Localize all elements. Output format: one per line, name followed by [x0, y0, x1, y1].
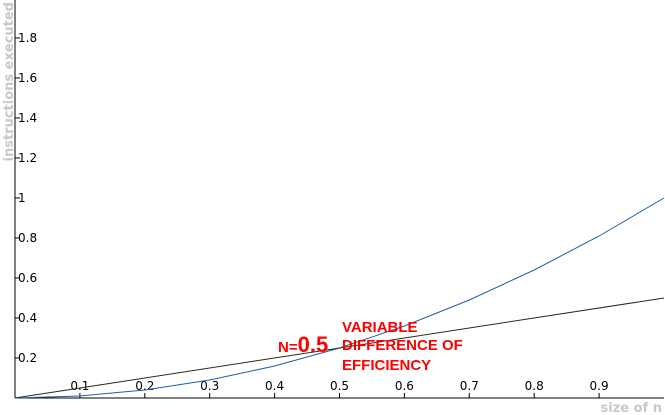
y-tick-label: 1	[18, 191, 26, 205]
annotation-n-value: 0.5	[298, 332, 329, 357]
svg-text:N=0.5: N=0.5	[278, 332, 328, 357]
x-tick-label: 0.7	[460, 379, 479, 393]
y-tick-label: 0.6	[18, 271, 37, 285]
x-tick-label: 0.9	[590, 379, 609, 393]
x-tick-label: 0.4	[265, 379, 284, 393]
series-lines	[14, 197, 665, 399]
y-axis-title: instructions executed	[2, 2, 17, 161]
x-tick-label: 0.8	[525, 379, 544, 393]
x-tick-label: 0.1	[70, 379, 89, 393]
y-tick-label: 1.6	[18, 71, 37, 85]
annotation-line-1: VARIABLE	[342, 319, 418, 336]
y-tick-label: 1.8	[18, 31, 37, 45]
y-ticks: 0.2 0.4 0.6 0.8 1 1.2 1.4 1.6 1.8	[15, 31, 37, 365]
x-tick-label: 0.6	[395, 379, 414, 393]
y-tick-label: 1.4	[18, 111, 37, 125]
y-tick-label: 0.2	[18, 351, 37, 365]
series-line-2	[14, 297, 665, 399]
y-tick-label: 1.2	[18, 151, 37, 165]
x-ticks: 0.1 0.2 0.3 0.4 0.5 0.6 0.7 0.8 0.9	[70, 379, 609, 398]
x-tick-label: 0.5	[330, 379, 349, 393]
x-tick-label: 0.3	[200, 379, 219, 393]
annotation-n-prefix: N=	[278, 339, 298, 356]
annotation: N=0.5 VARIABLE DIFFERENCE OF EFFICIENCY	[278, 319, 463, 374]
axes	[14, 0, 664, 399]
y-tick-label: 0.4	[18, 311, 37, 325]
series-line-1	[14, 197, 665, 399]
annotation-line-2: DIFFERENCE OF	[342, 337, 463, 354]
y-tick-label: 0.8	[18, 231, 37, 245]
annotation-line-3: EFFICIENCY	[342, 357, 431, 374]
x-axis-title: size of n	[601, 401, 662, 415]
